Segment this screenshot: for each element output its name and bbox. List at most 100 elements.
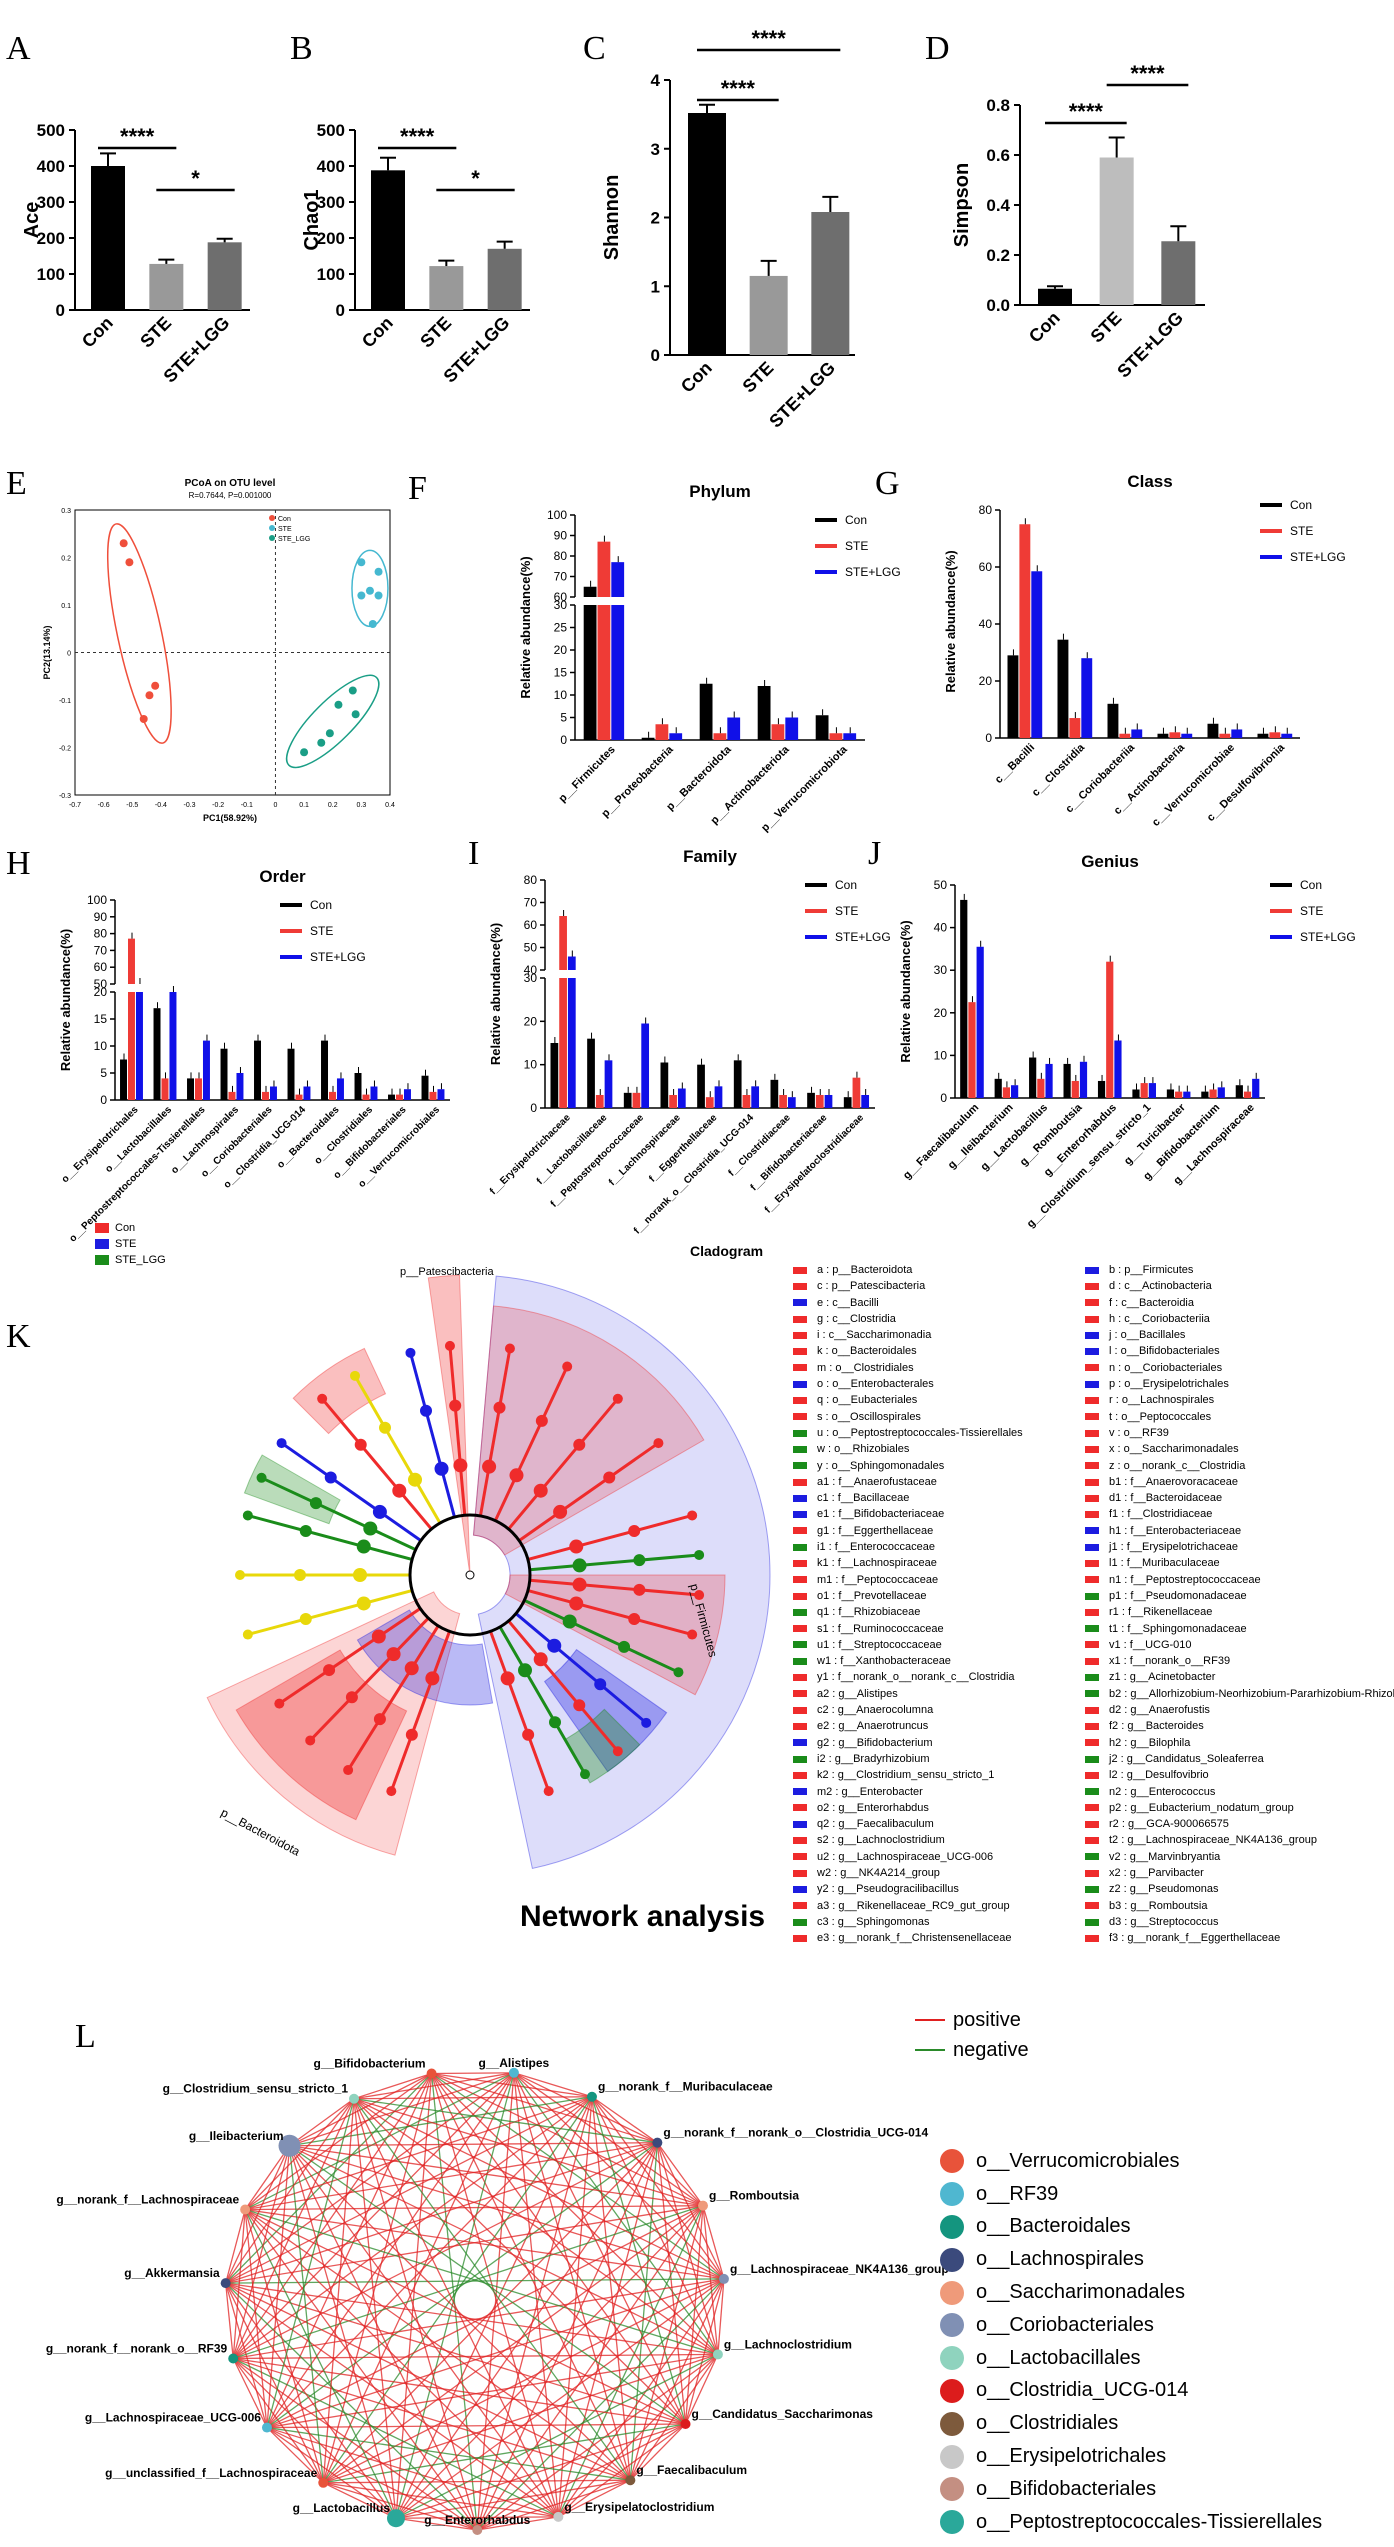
legend-text: o : o__Enterobacterales xyxy=(817,1378,934,1391)
legend-text: w2 : g__NK4A214_group xyxy=(817,1866,940,1879)
cladogram-node xyxy=(522,1728,535,1741)
panel-label-i: I xyxy=(468,835,480,872)
x-tick-label: f__Lactobacillaceae xyxy=(535,1112,610,1187)
cladogram-branch xyxy=(247,1589,413,1636)
network-edge xyxy=(289,2145,704,2207)
y-axis-label: Relative abundance(%) xyxy=(58,929,73,1071)
order-legend-item: o__Coriobacteriales xyxy=(940,2309,1322,2342)
cladogram-branch xyxy=(478,1348,512,1517)
cladogram-legend-item: o1 : f__Prevotellaceae xyxy=(793,1588,1023,1604)
network-node xyxy=(426,2068,437,2079)
cladogram-node xyxy=(420,1404,433,1417)
chart-title: Phylum xyxy=(689,482,750,501)
legend-text: q2 : g__Faecalibaculum xyxy=(817,1818,934,1831)
bar xyxy=(623,1092,632,1108)
bar xyxy=(976,946,984,1098)
cladogram-branch xyxy=(529,1553,700,1572)
legend-swatch-icon xyxy=(1085,1315,1099,1323)
cladogram-legend-item: d3 : g__Streptococcus xyxy=(1085,1914,1394,1930)
legend-swatch-icon xyxy=(793,1902,807,1910)
legend-swatch-icon xyxy=(793,1413,807,1421)
legend-swatch-icon xyxy=(793,1641,807,1649)
legend-text: u1 : f__Streptococcaceae xyxy=(817,1638,942,1651)
legend-swatch-icon xyxy=(793,1934,807,1942)
bar xyxy=(403,1089,411,1100)
legend-swatch-icon xyxy=(793,1478,807,1486)
network-node-label: g__Alistipes xyxy=(479,2056,550,2070)
order-legend-label: o__Peptostreptococcales-Tissierellales xyxy=(976,2510,1323,2533)
cladogram-root xyxy=(465,1570,475,1580)
cladogram-legend-item: u1 : f__Streptococcaceae xyxy=(793,1637,1023,1653)
cladogram-node xyxy=(618,1640,631,1653)
cladogram-node xyxy=(353,1568,367,1582)
cladogram-node xyxy=(569,1539,584,1554)
y-tick-label: 0 xyxy=(530,1101,537,1115)
network-node-label: g__Ileibacterium xyxy=(189,2129,284,2143)
bar xyxy=(815,1095,824,1108)
pcoa-point xyxy=(374,591,383,600)
legend-label: Con xyxy=(310,898,332,912)
significance-stars: **** xyxy=(752,26,787,51)
cladogram-legend-item: r : o__Lachnospirales xyxy=(1085,1392,1394,1408)
cladogram-node xyxy=(356,1539,371,1554)
cladogram-node xyxy=(274,1698,285,1709)
bar xyxy=(153,1008,161,1100)
family-bar-chart: 40 50 60 70 80 0 10 20 30 Relative abundance(%) Fa… xyxy=(488,847,891,1236)
network-edge xyxy=(245,2142,658,2211)
panel-label-j: J xyxy=(868,835,882,872)
clado-legend-ste: STE xyxy=(115,1238,137,1250)
network-edge xyxy=(513,2072,687,2425)
cladogram-legend-item: q1 : f__Rhizobiaceae xyxy=(793,1604,1023,1620)
bar xyxy=(1209,1089,1217,1098)
legend-dot xyxy=(269,525,275,531)
panel-label-l: L xyxy=(75,2018,96,2055)
bar xyxy=(641,1023,650,1108)
x-tick-label: -0.6 xyxy=(98,802,110,809)
legend-swatch-icon xyxy=(793,1462,807,1470)
network-node xyxy=(718,2273,729,2284)
significance-stars: * xyxy=(191,166,200,191)
legend-text: j1 : f__Erysipelotrichaceae xyxy=(1109,1541,1239,1554)
y-tick-label: 300 xyxy=(37,193,65,212)
bar xyxy=(1140,1083,1148,1098)
y-tick-label: 0 xyxy=(940,1091,947,1105)
network-node-label: g__Akkermansia xyxy=(124,2266,220,2280)
legend-swatch-icon xyxy=(793,1674,807,1682)
y-tick-label: 40 xyxy=(524,963,538,977)
network-edge xyxy=(717,2278,725,2355)
bar xyxy=(1217,1087,1225,1098)
legend-text: d3 : g__Streptococcus xyxy=(1109,1915,1219,1928)
bar xyxy=(236,1073,244,1100)
legend-text: u2 : g__Lachnospiraceae_UCG-006 xyxy=(817,1850,994,1863)
legend-text: r : o__Lachnospirales xyxy=(1109,1394,1215,1407)
network-node xyxy=(508,2067,519,2078)
legend-text: t2 : g__Lachnospiraceae_NK4A136_group xyxy=(1109,1834,1317,1847)
order-dot-icon xyxy=(940,2477,964,2502)
legend-text: e2 : g__Anaerotruncus xyxy=(817,1720,929,1733)
network-edge xyxy=(395,2423,686,2519)
legend-swatch-icon xyxy=(793,1576,807,1584)
y-tick-label: 0.2 xyxy=(986,246,1010,265)
y-tick-label: 90 xyxy=(94,910,108,924)
network-edge xyxy=(225,2096,593,2284)
x-tick-label: Con xyxy=(78,313,117,352)
cladogram-node xyxy=(572,1577,587,1592)
cladogram-node xyxy=(509,1468,524,1483)
cladogram-node xyxy=(633,1583,646,1596)
y-tick-label: -0.2 xyxy=(59,746,71,753)
y-axis-label: Simpson xyxy=(951,163,973,247)
bar xyxy=(770,1079,779,1108)
network-node-label: g__norank_f__norank_o__RF39 xyxy=(46,2342,228,2356)
cladogram-legend-item: a1 : f__Anaerofustaceae xyxy=(793,1474,1023,1490)
network-edge xyxy=(225,2282,397,2519)
order-dot-icon xyxy=(940,2247,964,2272)
cladogram-node xyxy=(628,1525,641,1538)
y-tick-label: 80 xyxy=(979,503,993,517)
network-edge xyxy=(225,2282,268,2428)
order-legend-label: o__Bifidobacteriales xyxy=(976,2477,1157,2500)
y-tick-label: 70 xyxy=(524,896,538,910)
bar xyxy=(169,992,177,1100)
y-tick-label: 0 xyxy=(985,731,992,745)
cladogram-legend-item: y2 : g__Pseudogracilibacillus xyxy=(793,1881,1023,1897)
bar xyxy=(641,737,655,740)
